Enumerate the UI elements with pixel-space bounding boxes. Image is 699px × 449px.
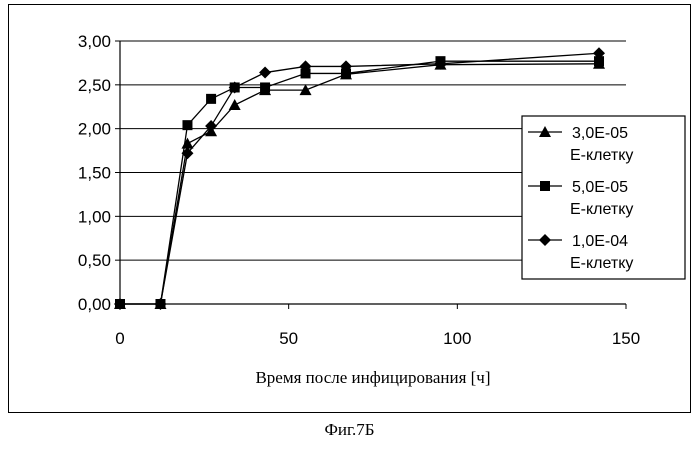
data-point bbox=[299, 60, 312, 73]
data-point bbox=[540, 181, 550, 191]
data-point bbox=[228, 98, 241, 110]
data-point bbox=[300, 68, 311, 79]
data-point bbox=[181, 137, 194, 149]
data-point bbox=[299, 84, 312, 96]
series-3 bbox=[114, 47, 606, 310]
data-point bbox=[539, 234, 551, 246]
y-tick-label: 1,00 bbox=[78, 207, 111, 226]
data-point bbox=[539, 126, 551, 137]
data-point bbox=[182, 120, 193, 131]
data-point bbox=[206, 93, 217, 104]
y-tick-label: 0,00 bbox=[78, 295, 111, 314]
y-tick-label: 2,00 bbox=[78, 120, 111, 139]
legend-label: 1,0E-04 bbox=[572, 233, 628, 250]
y-tick-label: 1,50 bbox=[78, 164, 111, 183]
data-point bbox=[154, 298, 167, 310]
x-tick-label: 0 bbox=[115, 329, 124, 348]
legend-label-unit: Е-клетку bbox=[570, 255, 633, 272]
legend-label-unit: Е-клетку bbox=[570, 201, 633, 218]
data-point bbox=[341, 68, 352, 79]
data-point bbox=[434, 57, 447, 70]
data-point bbox=[259, 66, 272, 79]
data-point bbox=[181, 147, 194, 160]
data-point bbox=[205, 120, 218, 133]
legend-label-unit: Е-клетку bbox=[570, 147, 633, 164]
data-point bbox=[228, 81, 241, 94]
series-line bbox=[120, 63, 600, 305]
data-point bbox=[594, 56, 605, 67]
data-point bbox=[340, 60, 353, 73]
x-tick-label: 50 bbox=[279, 329, 298, 348]
data-point bbox=[593, 47, 606, 60]
legend-label: 5,0E-05 bbox=[572, 179, 628, 196]
y-tick-label: 0,50 bbox=[78, 251, 111, 270]
chart-frame bbox=[8, 4, 691, 413]
y-tick-label: 3,00 bbox=[78, 32, 111, 51]
legend: 3,0E-05 Е-клетку 5,0E-05 Е-клетку 1,0E-04 Е-к… bbox=[521, 115, 686, 280]
legend-box bbox=[521, 115, 686, 280]
x-tick-label: 150 bbox=[612, 329, 640, 348]
x-tick-label: 100 bbox=[443, 329, 471, 348]
data-point bbox=[114, 298, 126, 310]
legend-label: 3,0E-05 bbox=[572, 125, 628, 142]
figure-caption: Фиг.7Б bbox=[324, 420, 375, 439]
series-line bbox=[120, 52, 600, 305]
y-tick-label: 2,50 bbox=[78, 76, 111, 95]
series-line bbox=[120, 60, 600, 305]
data-point bbox=[260, 82, 271, 93]
x-axis-label: Время после инфицирования [ч] bbox=[255, 368, 491, 387]
